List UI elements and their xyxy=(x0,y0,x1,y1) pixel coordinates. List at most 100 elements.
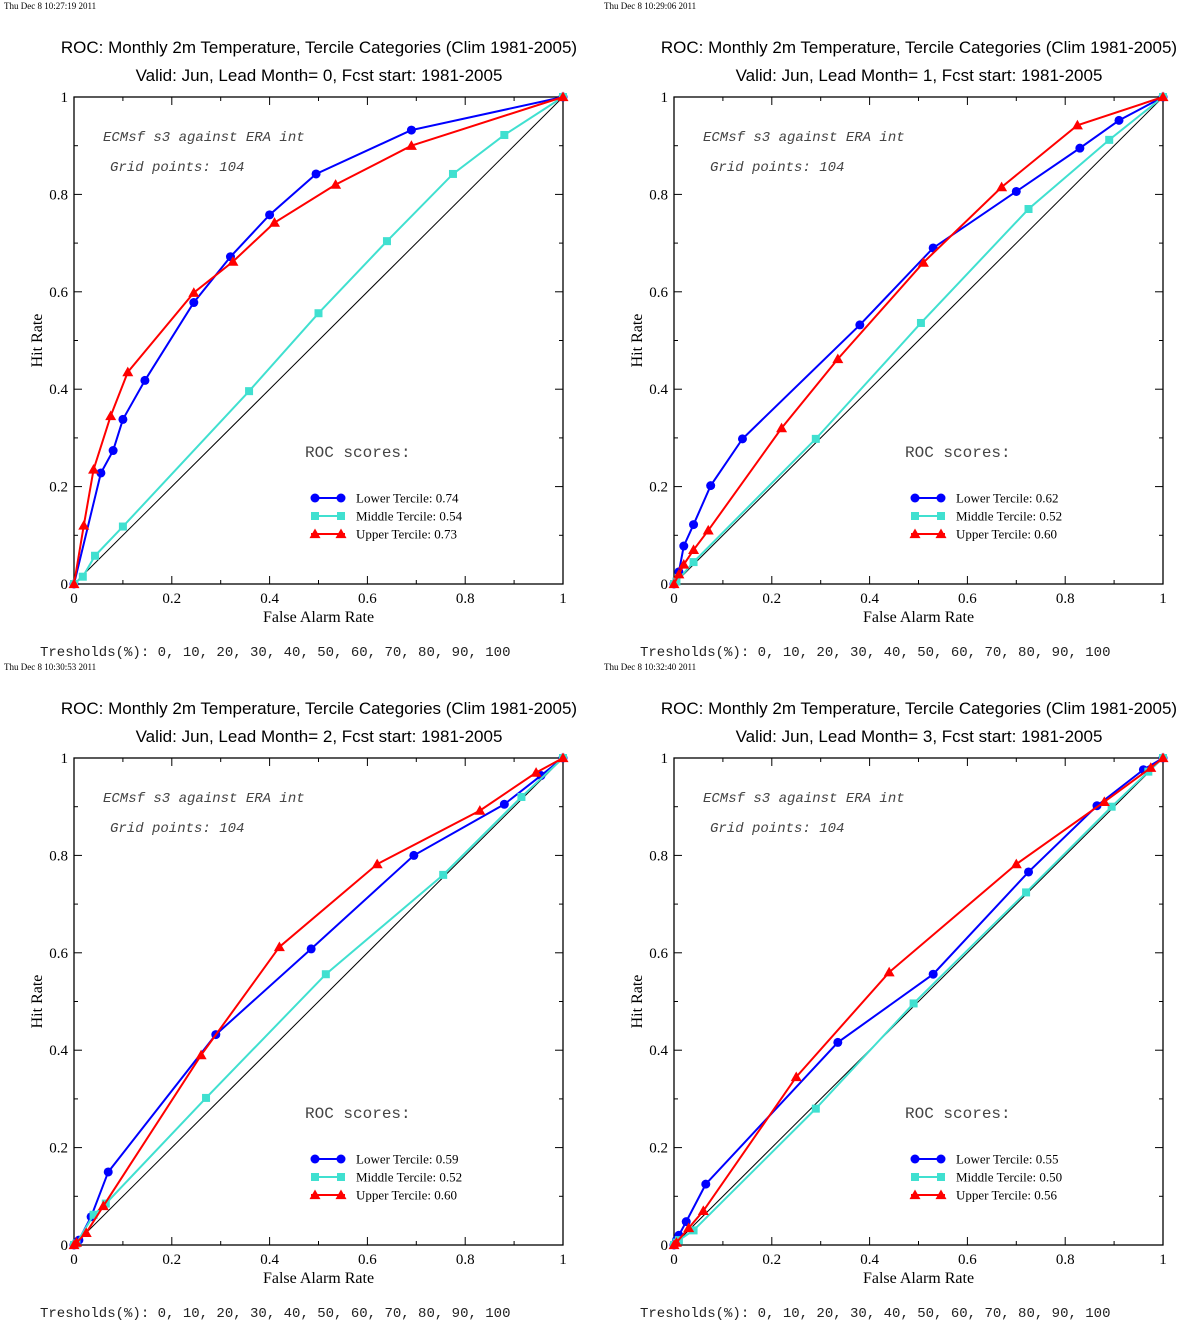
x-tick-label: 0.2 xyxy=(162,1252,181,1268)
x-tick-label: 0 xyxy=(670,591,678,607)
y-tick-label: 1 xyxy=(661,751,669,767)
data-point-series-3 xyxy=(1157,752,1169,763)
y-tick-label: 0.4 xyxy=(649,1043,668,1059)
data-point-series-1 xyxy=(706,481,716,491)
x-tick-label: 1 xyxy=(559,591,567,607)
data-point-series-2 xyxy=(1022,888,1031,897)
roc-scores-heading: ROC scores: xyxy=(305,1105,411,1123)
chart-title: ROC: Monthly 2m Temperature, Tercile Cat… xyxy=(61,38,577,57)
legend-marker xyxy=(309,528,321,539)
timestamp: Thu Dec 8 10:29:06 2011 xyxy=(604,1,696,11)
legend-label: Upper Tercile: 0.56 xyxy=(956,1188,1058,1203)
y-tick-label: 0.6 xyxy=(49,946,68,962)
legend-label: Upper Tercile: 0.60 xyxy=(956,527,1057,542)
y-axis-label: Hit Rate xyxy=(29,975,46,1029)
legend-marker xyxy=(337,1173,345,1181)
legend-label: Lower Tercile: 0.59 xyxy=(356,1152,458,1167)
data-point-series-2 xyxy=(811,1104,820,1113)
data-point-series-3 xyxy=(557,91,569,102)
legend-marker xyxy=(311,1173,319,1181)
y-tick-label: 0.2 xyxy=(649,480,668,496)
data-point-series-3 xyxy=(683,1222,695,1233)
data-point-series-2 xyxy=(909,999,918,1008)
data-point-series-2 xyxy=(689,1226,698,1235)
x-axis-label: False Alarm Rate xyxy=(863,609,974,626)
legend-marker xyxy=(910,1154,920,1164)
data-point-series-3 xyxy=(70,1237,82,1247)
x-tick-label: 0.4 xyxy=(860,591,879,607)
data-point-series-1 xyxy=(499,799,509,809)
data-point-series-2 xyxy=(439,870,448,879)
data-point-series-3 xyxy=(790,1071,802,1082)
thresholds-footer: Tresholds(%): 0, 10, 20, 30, 40, 50, 60,… xyxy=(640,1306,1110,1322)
grid-points-note: Grid points: 104 xyxy=(710,160,844,176)
data-point-series-1 xyxy=(689,520,699,530)
data-point-series-3 xyxy=(80,1227,92,1237)
x-tick-label: 0.8 xyxy=(1056,591,1075,607)
legend-marker xyxy=(309,1189,321,1200)
timestamp: Thu Dec 8 10:32:40 2011 xyxy=(604,662,696,672)
y-tick-label: 0.4 xyxy=(49,382,68,398)
data-point-series-3 xyxy=(97,1200,109,1211)
no-skill-diagonal xyxy=(73,96,564,585)
no-skill-diagonal xyxy=(673,96,1164,585)
data-point-series-1 xyxy=(833,1037,843,1047)
legend-marker xyxy=(336,1154,346,1164)
x-tick-label: 1 xyxy=(559,1252,567,1268)
data-point-series-2 xyxy=(91,551,100,560)
data-point-series-3 xyxy=(688,544,700,555)
y-tick-label: 1 xyxy=(61,90,69,106)
data-point-series-3 xyxy=(996,181,1008,192)
data-point-series-1 xyxy=(311,169,321,179)
chart-subtitle: Valid: Jun, Lead Month= 3, Fcst start: 1… xyxy=(736,727,1103,746)
data-point-series-3 xyxy=(105,410,117,421)
chart-subtitle: Valid: Jun, Lead Month= 2, Fcst start: 1… xyxy=(136,727,503,746)
data-point-series-2 xyxy=(321,970,330,979)
legend-marker xyxy=(911,1173,919,1181)
x-tick-label: 1 xyxy=(1159,591,1167,607)
legend-marker xyxy=(336,493,346,503)
source-note: ECMsf s3 against ERA int xyxy=(103,130,305,146)
legend-label: Lower Tercile: 0.55 xyxy=(956,1152,1058,1167)
legend-marker xyxy=(911,512,919,520)
data-point-series-3 xyxy=(1071,119,1083,130)
data-point-series-1 xyxy=(1024,867,1034,877)
legend-label: Middle Tercile: 0.52 xyxy=(956,509,1062,524)
data-point-series-2 xyxy=(500,130,509,139)
data-point-series-2 xyxy=(1024,205,1033,214)
data-point-series-3 xyxy=(917,257,929,267)
data-point-series-3 xyxy=(78,520,90,530)
series-line-3 xyxy=(73,757,564,1246)
data-point-series-1 xyxy=(1075,143,1085,153)
data-point-series-3 xyxy=(330,179,342,189)
legend-marker xyxy=(909,528,921,539)
data-point-series-2 xyxy=(245,387,254,396)
data-point-series-1 xyxy=(96,468,106,478)
grid-points-note: Grid points: 104 xyxy=(110,160,244,176)
data-point-series-3 xyxy=(883,966,895,977)
timestamp: Thu Dec 8 10:27:19 2011 xyxy=(4,1,96,11)
legend-marker xyxy=(310,1154,320,1164)
y-tick-label: 0.2 xyxy=(49,480,68,496)
x-axis-label: False Alarm Rate xyxy=(263,609,374,626)
y-tick-label: 0.4 xyxy=(649,382,668,398)
data-point-series-3 xyxy=(68,578,80,589)
data-point-series-3 xyxy=(268,217,280,227)
legend-label: Upper Tercile: 0.73 xyxy=(356,527,457,542)
y-tick-label: 0.8 xyxy=(649,848,668,864)
chart-subtitle: Valid: Jun, Lead Month= 1, Fcst start: 1… xyxy=(736,66,1103,85)
x-tick-label: 0.6 xyxy=(358,1252,377,1268)
legend-marker xyxy=(935,1189,947,1200)
data-point-series-1 xyxy=(1114,115,1124,125)
data-point-series-2 xyxy=(1105,135,1114,144)
chart-title: ROC: Monthly 2m Temperature, Tercile Cat… xyxy=(661,38,1177,57)
legend-marker xyxy=(337,512,345,520)
y-tick-label: 1 xyxy=(661,90,669,106)
y-tick-label: 0 xyxy=(661,1238,669,1254)
data-point-series-3 xyxy=(668,578,680,589)
data-point-series-2 xyxy=(202,1093,211,1102)
data-point-series-2 xyxy=(382,237,391,246)
y-tick-label: 0.6 xyxy=(649,946,668,962)
data-point-series-3 xyxy=(371,858,383,869)
data-point-series-1 xyxy=(103,1167,113,1177)
